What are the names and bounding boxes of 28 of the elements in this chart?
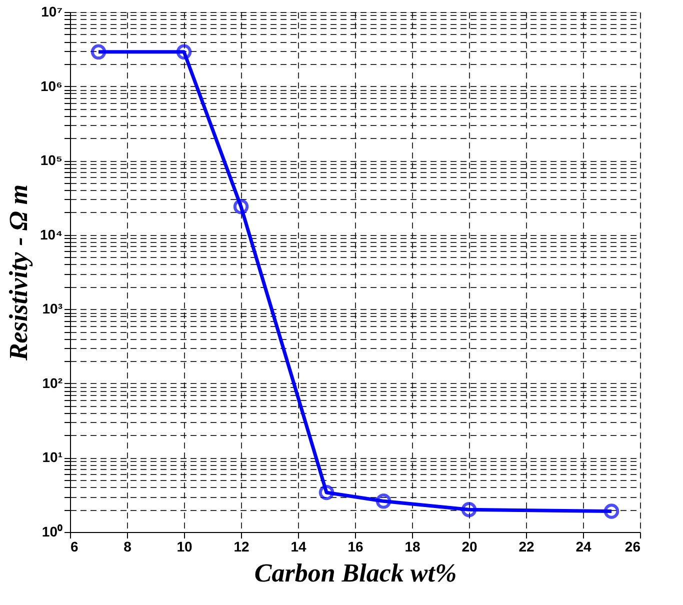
point [376,494,392,509]
x-tick-label: 8 [124,538,132,554]
y-tick-label: 10⁴ [40,226,63,242]
x-tick-label: 10 [176,538,192,554]
point [604,504,620,519]
x-tick-label: 18 [404,538,420,554]
point [318,484,334,500]
y-tick-label: 10³ [42,300,63,317]
point [176,44,192,60]
x-tick-label: 16 [348,538,364,554]
point [461,502,477,518]
y-tick-label: 10⁶ [40,78,62,94]
y-tick-label: 10⁵ [40,152,62,168]
x-tick-label: 14 [290,538,306,554]
x-tick-label: 12 [234,538,250,554]
y-axis-title: Resistivity - Ω m [4,184,34,362]
x-tick-label: 22 [518,538,534,554]
x-axis-title: Carbon Black wt% [254,558,457,588]
x-tick-label: 24 [576,538,592,554]
x-tick-label: 26 [624,538,641,554]
point [233,199,249,214]
x-tick-label: 20 [462,538,478,554]
y-tick-label: 10⁰ [42,524,62,540]
y-tick-label: 10² [42,374,63,391]
x-tick-label: 6 [70,538,78,554]
y-tick-label: 10⁷ [41,4,63,20]
point [90,44,106,60]
y-tick-label: 10¹ [42,449,63,466]
